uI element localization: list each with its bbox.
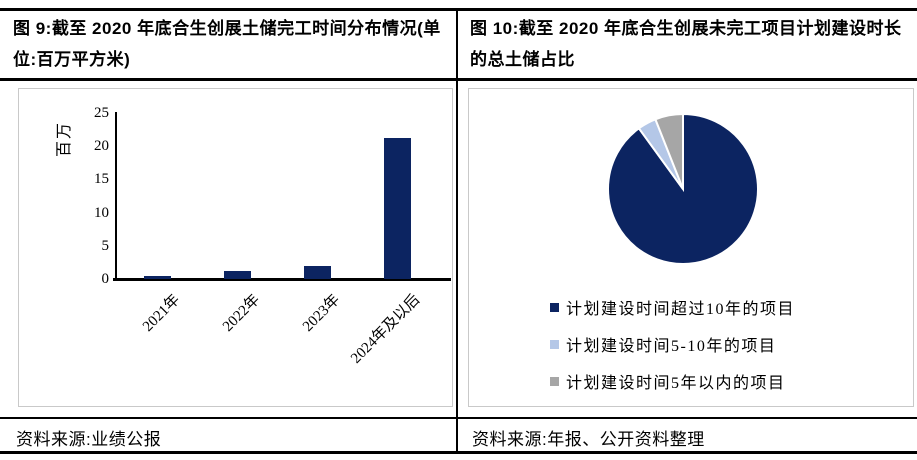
figure9-title: 图 9:截至 2020 年底合生创展土储完工时间分布情况(单位:百万平方米) xyxy=(13,19,441,69)
legend-label: 计划建设时间超过10年的项目 xyxy=(566,301,796,318)
top-border xyxy=(0,8,917,11)
bar-2023年 xyxy=(303,266,331,279)
legend-swatch-icon xyxy=(550,302,559,312)
x-axis-label: 2023年 xyxy=(299,291,344,335)
pie-chart: 计划建设时间超过10年的项目 计划建设时间5-10年的项目 计划建设时间5年以内的项… xyxy=(468,88,914,407)
figure10-title: 图 10:截至 2020 年底合生创展未完工项目计划建设时长的总土储占比 xyxy=(470,19,902,69)
x-axis-label: 2022年 xyxy=(219,291,264,335)
legend-item: 计划建设时间5年以内的项目 xyxy=(550,369,786,393)
column-divider xyxy=(456,8,458,454)
figure10-source: 资料来源:年报、公开资料整理 xyxy=(472,430,705,449)
legend-swatch-icon xyxy=(550,376,559,386)
y-tick-label: 15 xyxy=(94,171,109,188)
legend-label: 计划建设时间5年以内的项目 xyxy=(566,375,786,392)
pie-graphic xyxy=(607,112,759,265)
x-axis-label: 2024年及以后 xyxy=(348,291,424,367)
figure9-source: 资料来源:业绩公报 xyxy=(16,430,162,449)
y-axis xyxy=(115,112,117,280)
y-tick-label: 25 xyxy=(94,105,109,121)
y-tick-label: 5 xyxy=(101,237,110,254)
y-tick-label: 10 xyxy=(94,204,109,221)
y-tick-label: 0 xyxy=(101,271,110,287)
bar-2022年 xyxy=(223,271,251,279)
x-axis xyxy=(113,278,451,281)
bar-2024年及以后 xyxy=(383,137,411,279)
legend-label: 计划建设时间5-10年的项目 xyxy=(566,338,777,355)
title-underline xyxy=(0,78,917,81)
y-tick-label: 20 xyxy=(94,138,109,155)
legend-item: 计划建设时间5-10年的项目 xyxy=(550,332,776,356)
source-divider xyxy=(0,417,917,419)
x-axis-label: 2021年 xyxy=(139,291,184,335)
legend-item: 计划建设时间超过10年的项目 xyxy=(550,295,795,319)
pie-slice-2 xyxy=(654,112,684,190)
bottom-border xyxy=(0,451,917,454)
legend-swatch-icon xyxy=(550,339,559,349)
bar-chart: 百万 0 5 10 15 20 25 2021年 2022年 2023年 2024年及以后 xyxy=(18,88,453,407)
bar-2021年 xyxy=(143,275,171,279)
